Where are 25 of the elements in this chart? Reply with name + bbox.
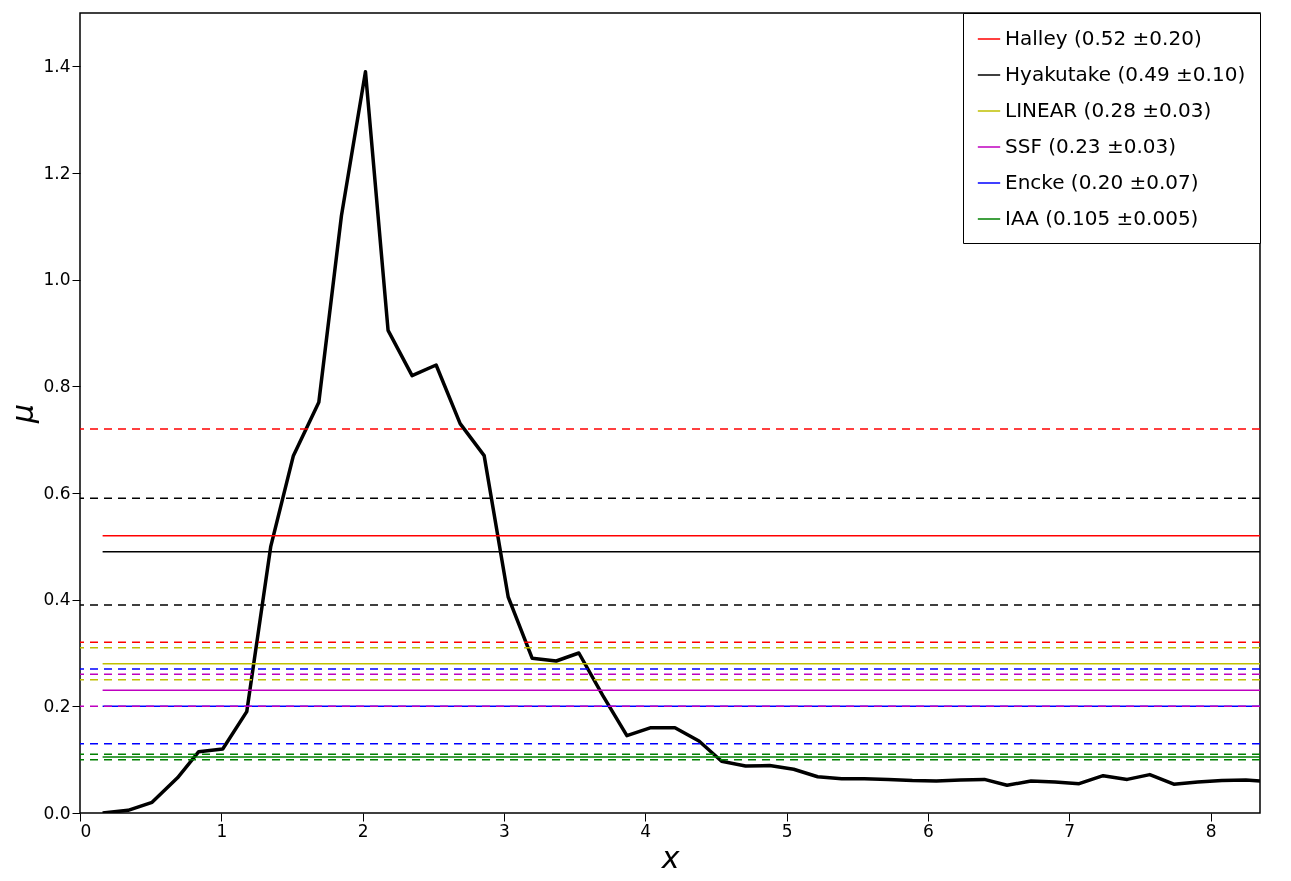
y-tick-label: 0.0 (43, 802, 71, 823)
x-tick-label: 0 (80, 820, 92, 841)
x-axis-title: x (660, 839, 680, 875)
legend-label: Encke (0.20 ±0.07) (1005, 170, 1199, 194)
legend-label: LINEAR (0.28 ±0.03) (1005, 98, 1212, 122)
x-tick-label: 5 (781, 820, 793, 841)
x-tick-label: 7 (1064, 820, 1076, 841)
x-tick-label: 6 (922, 820, 934, 841)
y-tick-label: 1.4 (43, 55, 71, 76)
y-tick-label: 0.8 (43, 375, 71, 396)
legend-label: Halley (0.52 ±0.20) (1005, 26, 1202, 50)
y-tick-label: 0.6 (43, 482, 71, 503)
legend-label: IAA (0.105 ±0.005) (1005, 206, 1199, 230)
y-axis-title: μ (5, 403, 41, 425)
y-tick-label: 0.4 (43, 589, 71, 610)
x-tick-label: 4 (640, 820, 652, 841)
legend-label: Hyakutake (0.49 ±0.10) (1005, 62, 1246, 86)
legend-label: SSF (0.23 ±0.03) (1005, 134, 1177, 158)
y-tick-label: 0.2 (43, 695, 71, 716)
x-tick-label: 1 (216, 820, 228, 841)
x-tick-label: 3 (499, 820, 510, 841)
x-tick-label: 8 (1205, 820, 1217, 841)
y-tick-label: 1.2 (43, 162, 71, 183)
x-tick-label: 2 (357, 820, 369, 841)
y-tick-label: 1.0 (43, 269, 71, 290)
